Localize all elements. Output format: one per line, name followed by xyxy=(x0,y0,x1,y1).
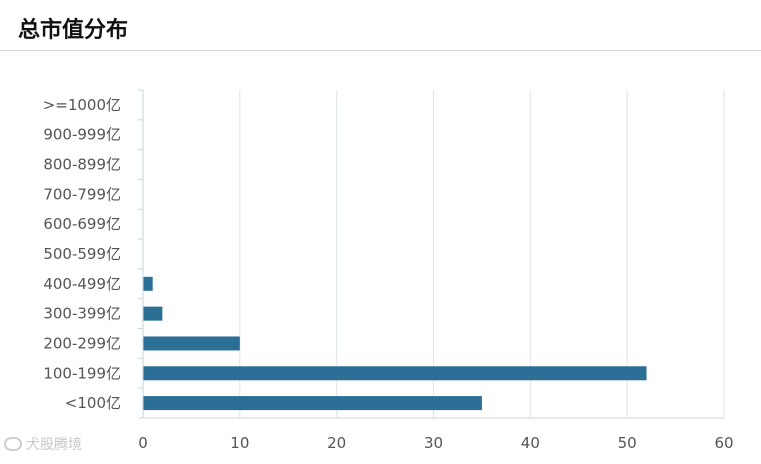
watermark: 犬股腾境 xyxy=(4,434,82,454)
chart-title: 总市值分布 xyxy=(18,18,129,43)
x-tick-label: 60 xyxy=(714,434,733,452)
y-tick-label: 500-599亿 xyxy=(43,245,121,263)
y-tick-label: 400-499亿 xyxy=(43,275,121,293)
y-tick-label: 200-299亿 xyxy=(43,334,121,352)
header: 总市值分布 xyxy=(0,0,761,51)
y-tick-label: 600-699亿 xyxy=(43,215,121,233)
label-layer: 0 10 20 30 40 50 60 >=1000亿 900-999亿 800-899亿 700-… xyxy=(43,96,734,452)
y-tick-label: 900-999亿 xyxy=(43,126,121,144)
y-tick-label: 800-899亿 xyxy=(43,156,121,174)
y-tick-label: <100亿 xyxy=(65,394,121,412)
x-tick-label: 50 xyxy=(618,434,637,452)
x-tick-label: 30 xyxy=(424,434,443,452)
y-tick-label: 100-199亿 xyxy=(43,364,121,382)
bar-9 xyxy=(143,366,647,381)
bar-layer xyxy=(143,276,647,411)
y-tick-label: 300-399亿 xyxy=(43,305,121,323)
bar-6 xyxy=(143,276,153,291)
y-tick-label: 700-799亿 xyxy=(43,185,121,203)
watermark-text: 犬股腾境 xyxy=(26,437,82,453)
watermark-logo-icon xyxy=(4,437,22,451)
x-tick-label: 20 xyxy=(327,434,346,452)
bar-8 xyxy=(143,336,240,351)
bar-7 xyxy=(143,306,163,321)
y-tick-label: >=1000亿 xyxy=(43,96,121,114)
axis-layer xyxy=(138,89,724,419)
bar-chart: 0 10 20 30 40 50 60 >=1000亿 900-999亿 800-899亿 700-… xyxy=(43,89,734,452)
grid-layer xyxy=(239,90,725,418)
x-tick-label: 40 xyxy=(521,434,540,452)
x-tick-label: 0 xyxy=(138,434,148,452)
x-tick-label: 10 xyxy=(230,434,249,452)
bar-10 xyxy=(143,396,482,411)
